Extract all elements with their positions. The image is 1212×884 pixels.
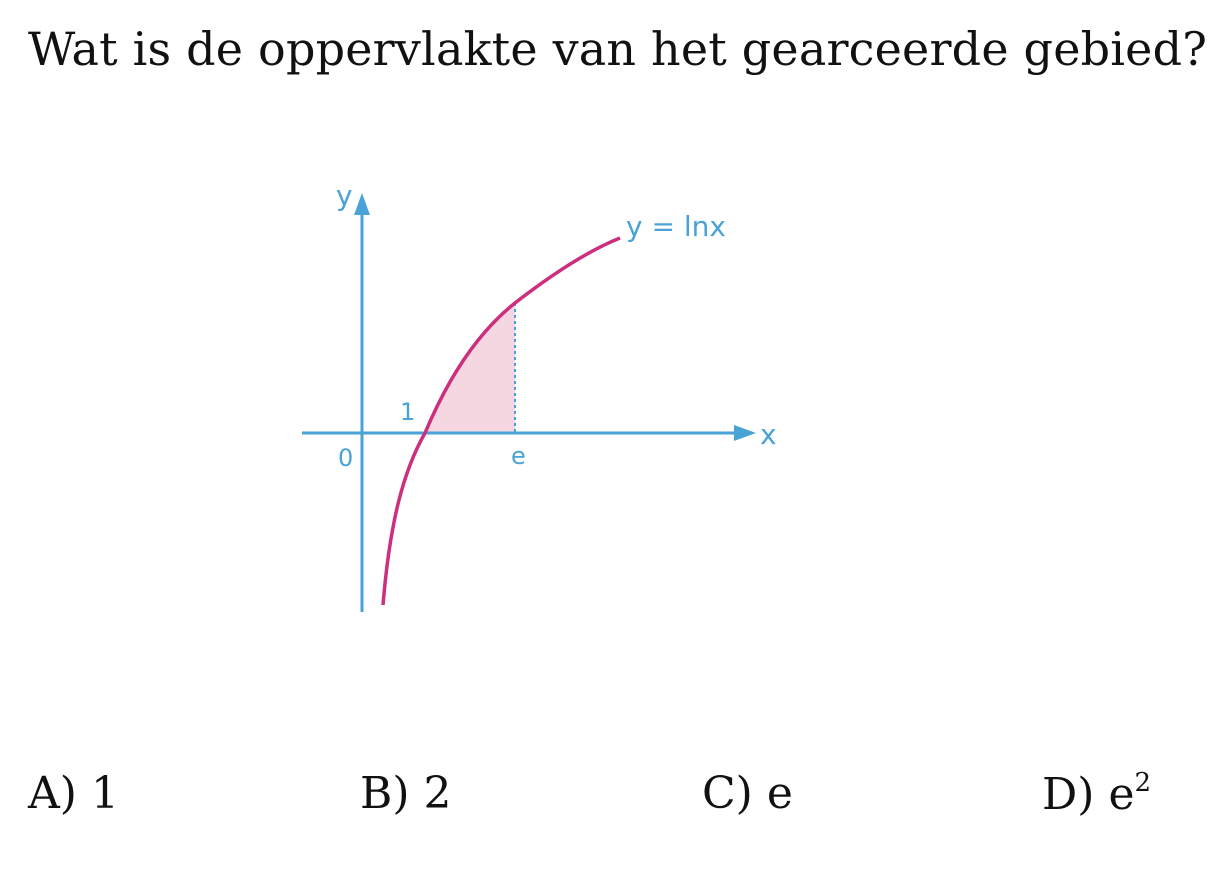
answer-value: e [766, 768, 793, 819]
y-axis-arrow-icon [354, 193, 370, 215]
answer-letter: C) [702, 768, 753, 819]
answer-value: 1 [90, 768, 119, 819]
shaded-region [425, 303, 515, 433]
function-label: y = lnx [626, 210, 726, 243]
tick-label-e: e [511, 442, 526, 470]
x-axis-label: x [760, 418, 777, 451]
answer-option-c: C) e [702, 768, 793, 819]
answer-letter: A) [28, 768, 77, 819]
question-text: Wat is de oppervlakte van het gearceerde… [28, 22, 1208, 76]
answer-superscript: 2 [1134, 768, 1152, 798]
answer-letter: D) [1042, 769, 1095, 820]
x-axis-arrow-icon [734, 425, 756, 441]
ln-curve [381, 236, 621, 606]
y-axis-label: y [336, 179, 353, 212]
answer-value: 2 [423, 768, 452, 819]
origin-label: 0 [338, 444, 353, 472]
answer-letter: B) [360, 768, 410, 819]
tick-label-one: 1 [400, 398, 415, 426]
answer-option-d: D) e2 [1042, 768, 1151, 820]
answer-option-b: B) 2 [360, 768, 452, 819]
answer-value: e [1108, 769, 1135, 820]
answer-option-a: A) 1 [28, 768, 119, 819]
